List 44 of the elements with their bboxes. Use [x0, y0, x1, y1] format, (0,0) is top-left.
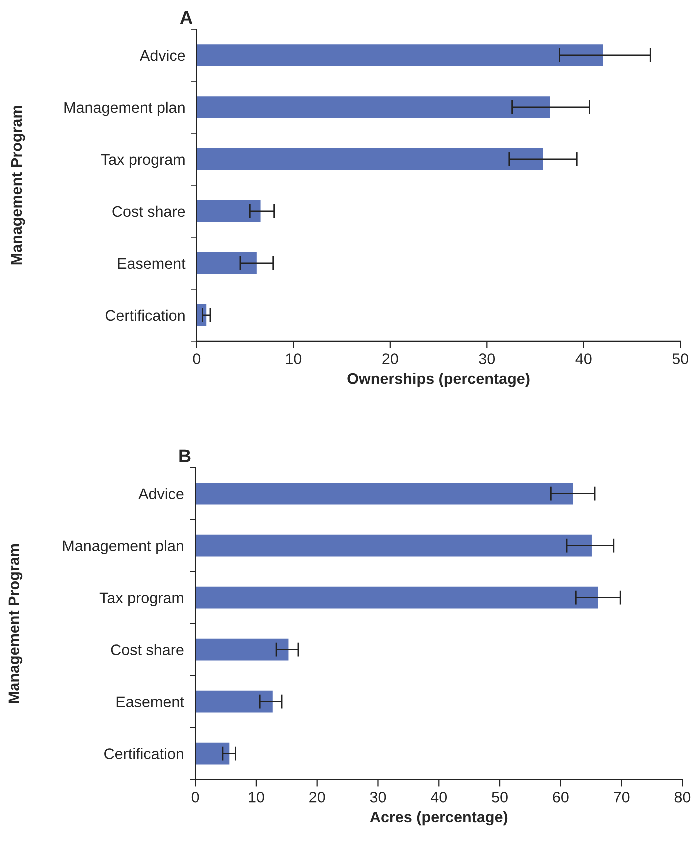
x-tick-label: 0 [193, 354, 201, 364]
bar [196, 252, 257, 274]
x-tick-label: 60 [553, 792, 569, 803]
y-axis-title: Management Program [11, 106, 26, 265]
x-tick-label: 40 [576, 354, 592, 364]
bar [196, 742, 230, 765]
bar [196, 534, 592, 557]
y-axis-title: Management Program [8, 544, 23, 704]
x-tick-label: 50 [492, 792, 508, 803]
y-tick-label: Advice [138, 488, 184, 500]
bar [196, 690, 273, 713]
bar [196, 44, 604, 66]
chart-title: A [180, 12, 193, 24]
chart-title: B [180, 450, 191, 462]
y-tick-label: Tax program [101, 154, 185, 168]
bar [196, 638, 289, 661]
y-tick-label: Tax program [100, 592, 184, 607]
bar [196, 482, 574, 505]
x-tick-label: 30 [479, 354, 496, 364]
y-tick-label: Easement [116, 696, 184, 708]
bar [196, 148, 544, 170]
y-tick-label: Management plan [63, 540, 184, 555]
y-tick-label: Certification [106, 310, 185, 322]
x-tick-label: 20 [310, 792, 326, 803]
y-tick-label: Cost share [111, 644, 184, 656]
y-tick-label: Advice [140, 50, 186, 62]
y-tick-label: Easement [118, 258, 186, 270]
x-tick-label: 80 [674, 792, 691, 803]
x-axis-title: Acres (percentage) [370, 811, 508, 826]
x-tick-label: 40 [430, 792, 448, 803]
x-tick-label: 0 [192, 792, 200, 803]
bar [196, 586, 598, 609]
bar [196, 96, 550, 118]
x-tick-label: 20 [382, 354, 398, 364]
x-tick-label: 10 [286, 354, 302, 364]
y-tick-label: Cost share [112, 206, 186, 218]
y-tick-label: Certification [104, 748, 184, 760]
x-tick-label: 70 [614, 792, 630, 803]
y-tick-label: Management plan [64, 102, 185, 116]
x-tick-label: 10 [249, 792, 264, 803]
x-tick-label: 30 [370, 792, 386, 803]
bar [196, 200, 261, 222]
x-axis-title: Ownerships (percentage) [348, 373, 530, 388]
x-tick-label: 50 [672, 354, 689, 364]
